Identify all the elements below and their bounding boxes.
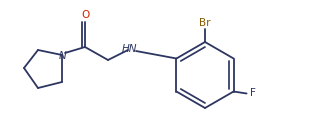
- Text: O: O: [81, 10, 89, 20]
- Text: HN: HN: [121, 44, 137, 54]
- Text: N: N: [59, 51, 67, 61]
- Text: Br: Br: [199, 18, 211, 28]
- Text: F: F: [250, 89, 256, 98]
